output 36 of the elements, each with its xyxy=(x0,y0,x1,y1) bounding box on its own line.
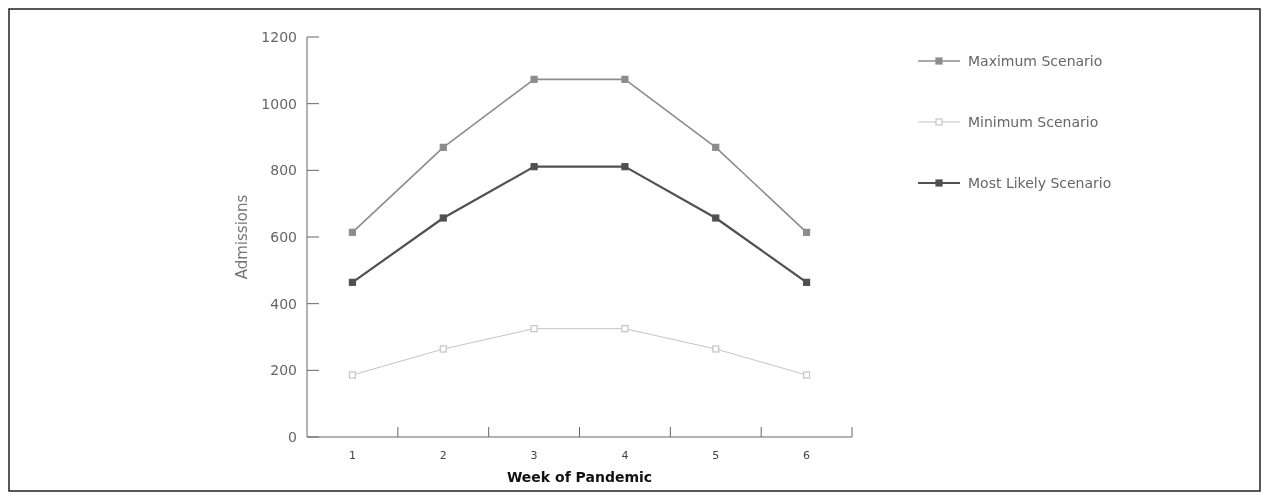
legend-label: Maximum Scenario xyxy=(968,52,1103,69)
y-tick-label: 800 xyxy=(270,162,297,179)
x-tick-label: 2 xyxy=(439,449,447,462)
point xyxy=(348,371,357,379)
x-tick-label: 3 xyxy=(530,449,538,462)
x-tick-label: 5 xyxy=(712,449,720,462)
point xyxy=(712,214,720,222)
point xyxy=(802,228,811,236)
point xyxy=(530,75,538,83)
x-tick-label: 1 xyxy=(348,449,356,462)
point xyxy=(712,143,720,151)
point xyxy=(530,325,538,333)
y-axis-title: Admissions xyxy=(233,194,251,280)
y-tick-label: 600 xyxy=(270,228,297,245)
legend-label: Most Likely Scenario xyxy=(968,174,1112,191)
y-tick-label: 0 xyxy=(288,428,297,445)
legend-label: Minimum Scenario xyxy=(968,113,1099,130)
y-tick-label: 1000 xyxy=(261,95,297,112)
point xyxy=(439,214,447,222)
point xyxy=(439,143,447,151)
x-tick-label: 4 xyxy=(621,449,629,462)
point xyxy=(348,228,357,236)
y-tick-label: 1200 xyxy=(261,28,297,45)
point xyxy=(348,278,357,286)
point xyxy=(802,371,811,379)
point xyxy=(530,163,538,171)
y-tick-label: 200 xyxy=(270,362,297,379)
point xyxy=(802,278,811,286)
x-tick-label: 6 xyxy=(803,449,811,462)
point xyxy=(439,345,447,353)
x-axis-title: Week of Pandemic xyxy=(506,469,653,485)
point xyxy=(712,345,720,353)
point xyxy=(621,325,629,333)
point xyxy=(621,75,629,83)
point xyxy=(621,163,629,171)
y-tick-label: 400 xyxy=(270,295,297,312)
